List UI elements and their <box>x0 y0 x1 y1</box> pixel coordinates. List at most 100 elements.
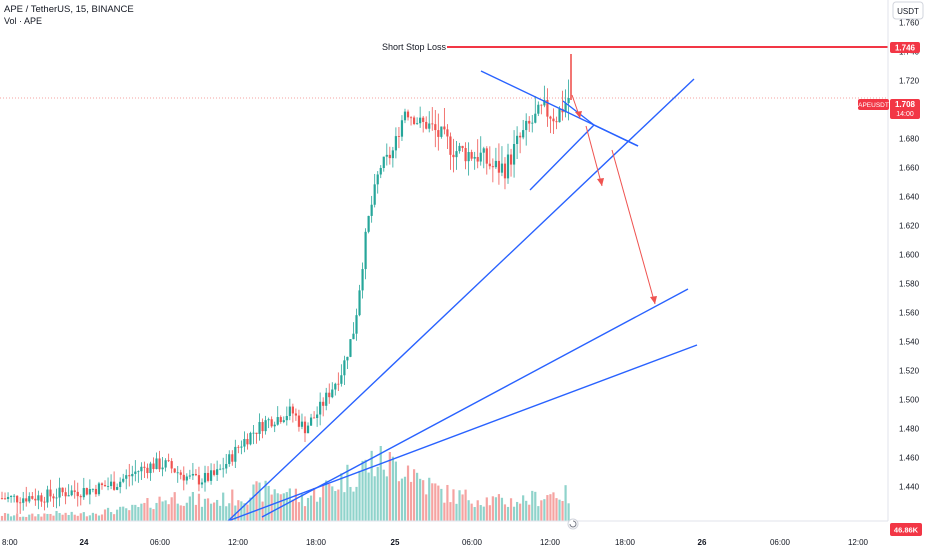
candle-body[interactable] <box>388 154 391 159</box>
candle-body[interactable] <box>412 117 416 125</box>
candle-body[interactable] <box>309 417 313 426</box>
candle-body[interactable] <box>443 126 446 130</box>
candle-body[interactable] <box>434 124 437 131</box>
candle-body[interactable] <box>119 481 122 488</box>
candle-body[interactable] <box>234 446 237 462</box>
candle-body[interactable] <box>564 103 567 113</box>
candle-body[interactable] <box>52 496 55 499</box>
volume-title[interactable]: Vol · APE <box>4 16 42 26</box>
candle-body[interactable] <box>128 475 131 477</box>
candle-body[interactable] <box>355 315 358 334</box>
candle-body[interactable] <box>461 145 464 149</box>
candle-body[interactable] <box>540 104 543 106</box>
candle-body[interactable] <box>37 495 40 501</box>
candle-body[interactable] <box>385 154 388 157</box>
candle-body[interactable] <box>149 463 152 474</box>
candle-body[interactable] <box>70 490 73 496</box>
candle-body[interactable] <box>291 406 294 414</box>
candle-body[interactable] <box>331 389 334 398</box>
candle-body[interactable] <box>109 481 113 487</box>
candle-body[interactable] <box>49 489 52 497</box>
candle-body[interactable] <box>222 468 225 470</box>
currency-badge[interactable] <box>892 1 924 20</box>
candle-body[interactable] <box>306 425 310 434</box>
candle-body[interactable] <box>143 466 146 468</box>
candle-body[interactable] <box>64 492 67 497</box>
candle-body[interactable] <box>58 487 61 498</box>
candle-body[interactable] <box>176 472 179 474</box>
candle-body[interactable] <box>140 466 143 472</box>
candle-body[interactable] <box>467 152 470 162</box>
candle-body[interactable] <box>506 154 510 179</box>
candle-body[interactable] <box>528 120 531 124</box>
candle-body[interactable] <box>406 111 410 118</box>
candle-body[interactable] <box>543 99 546 106</box>
candle-body[interactable] <box>422 117 425 122</box>
candle-body[interactable] <box>28 496 31 502</box>
candle-body[interactable] <box>191 473 194 476</box>
candle-body[interactable] <box>188 475 191 477</box>
candle-body[interactable] <box>488 163 491 167</box>
candle-body[interactable] <box>255 432 258 434</box>
candle-body[interactable] <box>479 152 482 162</box>
candle-body[interactable] <box>409 117 413 119</box>
candle-body[interactable] <box>373 184 376 205</box>
candle-body[interactable] <box>200 482 204 485</box>
candle-body[interactable] <box>270 419 273 427</box>
candle-body[interactable] <box>103 485 107 487</box>
candle-body[interactable] <box>497 160 501 173</box>
candle-body[interactable] <box>537 104 540 114</box>
candle-body[interactable] <box>340 375 343 384</box>
candle-body[interactable] <box>440 126 443 137</box>
candle-body[interactable] <box>43 501 46 503</box>
candle-body[interactable] <box>303 421 307 434</box>
symbol-title[interactable]: APE / TetherUS, 15, BINANCE <box>4 4 134 15</box>
candle-body[interactable] <box>246 438 249 445</box>
candle-body[interactable] <box>82 487 85 498</box>
candle-body[interactable] <box>416 123 419 125</box>
candle-body[interactable] <box>161 467 164 470</box>
candle-body[interactable] <box>152 463 155 470</box>
candle-body[interactable] <box>170 461 173 469</box>
candle-body[interactable] <box>61 487 64 493</box>
candle-body[interactable] <box>25 498 28 502</box>
time-axis[interactable]: 8:00 24 06:00 12:00 18:00 25 06:00 12:00 18:00 26… <box>0 520 888 547</box>
candle-body[interactable] <box>370 204 373 216</box>
candle-body[interactable] <box>225 463 228 469</box>
candle-body[interactable] <box>294 413 298 416</box>
candle-body[interactable] <box>88 489 91 495</box>
price-scale[interactable]: USDT 1.7601.7401.7201.7001.6801.6601.640… <box>887 0 932 550</box>
candle-body[interactable] <box>194 473 198 476</box>
candle-body[interactable] <box>482 148 485 153</box>
candle-body[interactable] <box>79 496 82 498</box>
trendline-shallow[interactable] <box>227 344 698 522</box>
candle-body[interactable] <box>146 467 149 474</box>
candle-body[interactable] <box>164 460 167 468</box>
candle-body[interactable] <box>346 356 349 361</box>
candle-body[interactable] <box>9 496 13 497</box>
candle-body[interactable] <box>137 471 140 473</box>
candle-body[interactable] <box>282 420 285 423</box>
candle-body[interactable] <box>31 496 34 499</box>
candle-body[interactable] <box>312 417 316 419</box>
candle-body[interactable] <box>458 145 461 152</box>
candle-body[interactable] <box>94 488 98 495</box>
candle-body[interactable] <box>125 475 128 479</box>
candle-body[interactable] <box>437 130 440 137</box>
candle-body[interactable] <box>209 470 213 481</box>
triangle-right-edge[interactable] <box>593 124 639 147</box>
candle-body[interactable] <box>546 99 549 117</box>
candle-body[interactable] <box>431 123 434 125</box>
candle-body[interactable] <box>555 121 558 123</box>
candle-body[interactable] <box>267 419 270 421</box>
candle-body[interactable] <box>285 416 288 421</box>
candle-body[interactable] <box>131 473 134 477</box>
candle-body[interactable] <box>116 487 119 490</box>
candle-body[interactable] <box>394 136 397 151</box>
candle-body[interactable] <box>364 231 367 270</box>
candle-body[interactable] <box>391 150 394 159</box>
candle-body[interactable] <box>0 498 4 499</box>
candle-body[interactable] <box>567 98 570 104</box>
candle-body[interactable] <box>464 148 467 162</box>
candle-body[interactable] <box>549 116 552 119</box>
